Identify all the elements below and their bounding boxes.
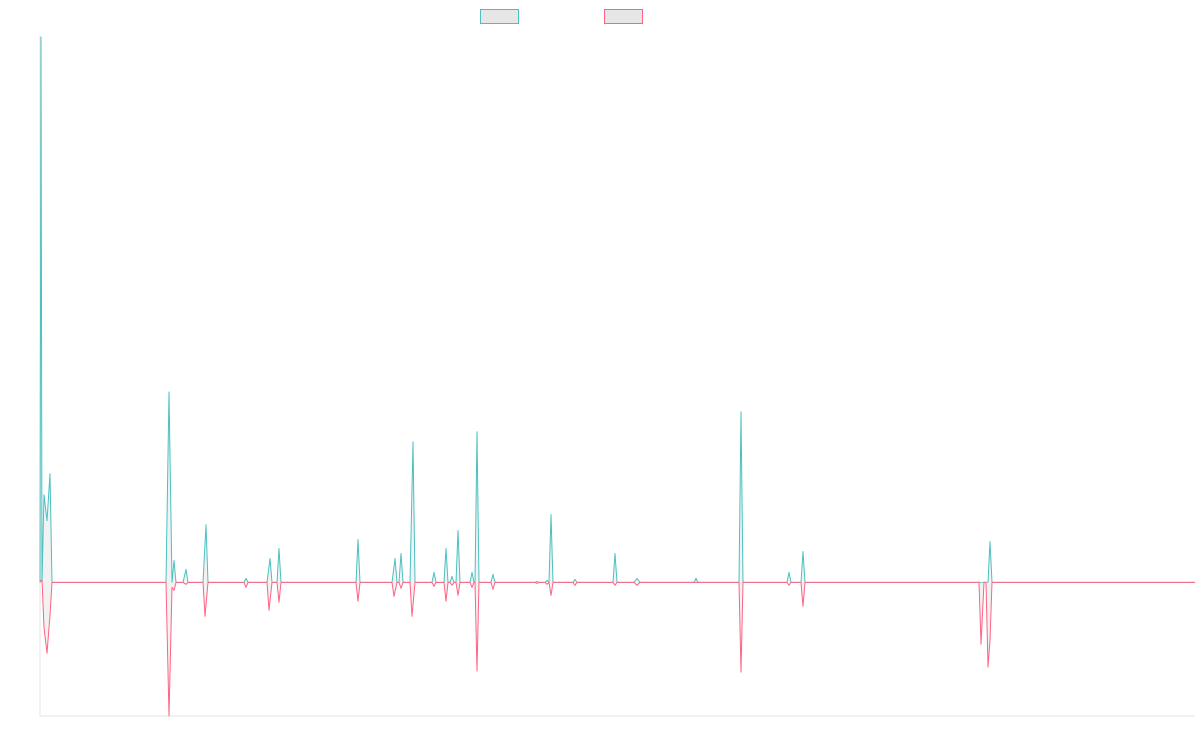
legend-swatch-series-1[interactable] xyxy=(480,9,519,24)
series-layer xyxy=(39,36,1195,717)
series-2-area xyxy=(40,579,1195,716)
series-2-line[interactable] xyxy=(39,578,1195,717)
series-1-area xyxy=(40,37,1195,583)
legend-swatch-series-2[interactable] xyxy=(604,9,643,24)
series-1-line[interactable] xyxy=(39,36,1195,583)
